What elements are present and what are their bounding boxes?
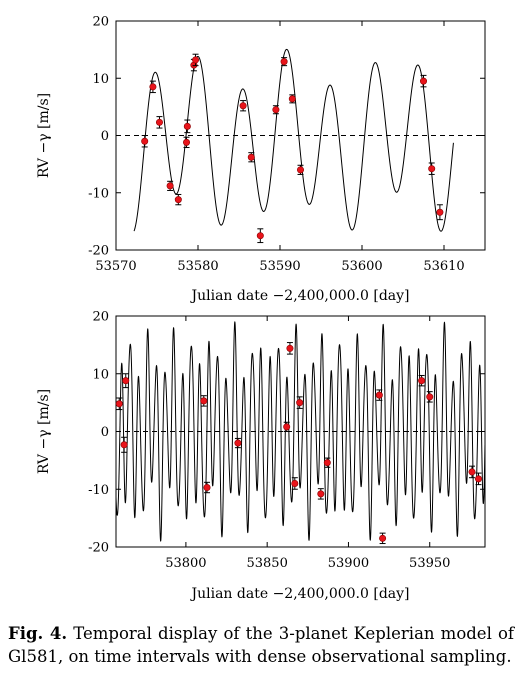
x-axis-label: Julian date −2,400,000.0 [day] bbox=[190, 288, 410, 304]
rv-data-point bbox=[280, 58, 288, 66]
x-tick-label: 53950 bbox=[409, 556, 450, 571]
rv-data-point bbox=[426, 393, 434, 401]
rv-data-point bbox=[239, 102, 247, 110]
rv-data-point bbox=[166, 182, 174, 190]
x-tick-label: 53580 bbox=[177, 259, 218, 274]
rv-data-point bbox=[115, 400, 123, 408]
rv-data-point bbox=[247, 153, 255, 161]
rv-data-point bbox=[203, 484, 211, 492]
rv-data-point bbox=[286, 344, 294, 352]
rv-data-point bbox=[149, 83, 157, 91]
rv-data-point bbox=[288, 95, 296, 103]
y-tick-label: -10 bbox=[88, 186, 109, 201]
rv-data-point bbox=[474, 475, 482, 483]
y-tick-label: 0 bbox=[101, 425, 109, 440]
rv-data-point bbox=[174, 196, 182, 204]
rv-data-point bbox=[317, 490, 325, 498]
rv-data-point bbox=[192, 56, 200, 64]
rv-data-point bbox=[256, 232, 264, 240]
x-tick-label: 53570 bbox=[95, 259, 136, 274]
rv-data-point bbox=[428, 165, 436, 173]
y-tick-label: -20 bbox=[88, 244, 109, 259]
rv-data-point bbox=[120, 441, 128, 449]
rv-data-point bbox=[141, 137, 149, 145]
top-rv-panel: -20 -10 0 10 20 53570 53580 53590 53600 53610 Juli… bbox=[36, 15, 486, 304]
keplerian-model-curve bbox=[116, 321, 485, 542]
x-axis-label: Julian date −2,400,000.0 [day] bbox=[190, 586, 410, 602]
keplerian-model-curve bbox=[133, 48, 454, 232]
x-tick-label: 53590 bbox=[259, 259, 300, 274]
rv-data-point bbox=[291, 479, 299, 487]
rv-data-point bbox=[323, 459, 331, 467]
y-tick-label: 20 bbox=[92, 310, 109, 325]
rv-data-point bbox=[183, 122, 191, 130]
rv-data-point bbox=[122, 377, 130, 385]
rv-data-point bbox=[375, 391, 383, 399]
bottom-rv-panel: -20 -10 0 10 20 53800 53850 53900 53950 Julian da… bbox=[36, 310, 486, 602]
x-tick-label: 53850 bbox=[246, 556, 287, 571]
rv-data-point bbox=[155, 118, 163, 126]
figure-caption-text: Temporal display of the 3-planet Kepleri… bbox=[8, 624, 515, 666]
y-tick-label: 20 bbox=[92, 15, 109, 30]
rv-data-point bbox=[296, 399, 304, 407]
rv-data-point bbox=[419, 77, 427, 85]
y-tick-label: 10 bbox=[92, 367, 109, 382]
rv-data-point bbox=[200, 397, 208, 405]
rv-data-point bbox=[272, 106, 280, 114]
y-tick-label: -20 bbox=[88, 541, 109, 556]
figure-caption-label: Fig. 4. bbox=[8, 624, 68, 643]
y-tick-label: 10 bbox=[92, 72, 109, 87]
rv-data-point bbox=[468, 468, 476, 476]
rv-data-point bbox=[296, 166, 304, 174]
y-tick-label: -10 bbox=[88, 483, 109, 498]
x-tick-label: 53800 bbox=[165, 556, 206, 571]
y-axis-label: RV −γ [m/s] bbox=[36, 389, 52, 474]
rv-data-point bbox=[418, 377, 426, 385]
y-axis-label: RV −γ [m/s] bbox=[36, 93, 52, 178]
x-tick-label: 53900 bbox=[328, 556, 369, 571]
rv-data-point bbox=[234, 439, 242, 447]
rv-data-point bbox=[283, 423, 291, 431]
rv-data-point bbox=[379, 534, 387, 542]
y-tick-label: 0 bbox=[101, 129, 109, 144]
x-tick-label: 53600 bbox=[341, 259, 382, 274]
rv-data-point bbox=[183, 138, 191, 146]
x-tick-label: 53610 bbox=[423, 259, 464, 274]
rv-data-point bbox=[436, 208, 444, 216]
figure-caption: Fig. 4. Temporal display of the 3-planet… bbox=[8, 622, 514, 668]
